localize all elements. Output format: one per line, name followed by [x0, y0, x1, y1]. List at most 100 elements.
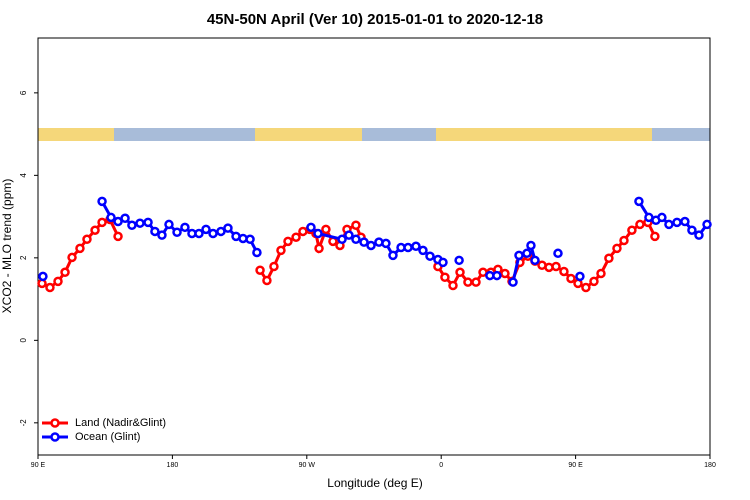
data-point: [581, 282, 591, 293]
data-point: [306, 222, 316, 233]
data-point: [508, 277, 518, 287]
data-point: [276, 245, 286, 256]
data-point: [604, 253, 614, 264]
legend: Land (Nadir&Glint) Ocean (Glint): [42, 417, 166, 443]
data-point: [75, 243, 85, 254]
data-point: [321, 224, 331, 235]
y-tick-label: 6: [19, 90, 28, 95]
data-point: [38, 271, 48, 282]
x-tick-label: 90 W: [299, 462, 316, 469]
data-point: [619, 235, 629, 246]
data-point: [500, 268, 510, 279]
y-axis-label: XCO2 - MLO trend (ppm): [0, 179, 14, 314]
data-point: [194, 228, 204, 239]
y-tick-label: -2: [19, 419, 28, 427]
y-tick-label: 0: [19, 338, 28, 343]
data-point: [559, 266, 569, 277]
data-point: [440, 272, 450, 282]
data-point: [208, 228, 218, 239]
data-point: [612, 243, 622, 254]
legend-label: Ocean (Glint): [75, 431, 140, 443]
y-tick-label: 2: [19, 255, 28, 260]
data-point: [120, 213, 130, 223]
data-point: [97, 217, 107, 228]
data-point: [269, 261, 279, 272]
data-point: [526, 240, 536, 251]
data-point: [201, 224, 211, 235]
data-point: [157, 230, 167, 240]
data-point: [351, 234, 361, 245]
legend-marker: [50, 418, 60, 428]
data-point: [255, 265, 265, 275]
x-axis-label: Longitude (deg E): [327, 476, 422, 490]
x-tick-label: 90 E: [568, 462, 583, 469]
data-point: [60, 267, 70, 278]
data-point: [262, 275, 272, 286]
data-point: [150, 226, 160, 237]
data-point: [627, 225, 637, 235]
data-point: [223, 223, 233, 233]
data-point: [135, 218, 145, 228]
data-point: [566, 273, 576, 284]
data-point: [492, 270, 502, 281]
data-point: [553, 248, 563, 259]
y-tick-label: 4: [19, 173, 28, 178]
data-point: [448, 280, 458, 291]
data-point: [143, 217, 153, 228]
data-point: [314, 243, 324, 254]
data-point: [313, 228, 323, 239]
x-tick-label: 0: [439, 462, 443, 469]
data-point: [67, 252, 77, 263]
data-point: [164, 219, 174, 230]
data-point: [575, 271, 585, 282]
data-point: [351, 220, 361, 231]
data-point: [687, 225, 697, 235]
data-point: [359, 237, 369, 247]
data-point: [180, 222, 190, 233]
data-point: [425, 251, 435, 261]
data-point: [702, 219, 712, 230]
data-point: [90, 225, 100, 235]
land-ocean-strip: [38, 128, 710, 141]
data-point: [522, 248, 532, 259]
data-point: [530, 255, 540, 266]
data-point: [106, 212, 116, 223]
data-point: [694, 230, 704, 240]
data-point: [463, 277, 473, 287]
data-point: [589, 276, 599, 287]
data-point: [82, 234, 92, 245]
data-point: [438, 257, 448, 268]
data-point: [113, 216, 123, 227]
legend-label: Land (Nadir&Glint): [75, 417, 166, 429]
data-point: [635, 219, 645, 230]
x-tick-label: 90 E: [31, 462, 46, 469]
data-point: [172, 227, 182, 238]
data-point: [680, 216, 690, 227]
data-point: [337, 234, 347, 245]
chart-title: 45N-50N April (Ver 10) 2015-01-01 to 202…: [207, 11, 543, 28]
data-point: [657, 212, 667, 223]
plot-frame: [37, 37, 711, 456]
x-tick-label: 180: [167, 462, 179, 469]
data-point: [454, 255, 464, 266]
data-point: [381, 238, 391, 249]
data-point: [45, 282, 55, 293]
data-point: [283, 236, 293, 247]
data-point: [245, 234, 255, 245]
data-point: [113, 231, 123, 242]
data-point: [551, 261, 561, 272]
data-point: [634, 196, 644, 207]
data-point: [344, 230, 354, 240]
data-point: [650, 231, 660, 242]
data-point: [403, 242, 413, 253]
data-point: [291, 232, 301, 242]
data-point: [455, 267, 465, 278]
data-point: [664, 219, 674, 230]
x-tick-label: 180: [704, 462, 716, 469]
data-point: [127, 220, 137, 231]
data-point: [514, 250, 524, 261]
data-point: [411, 241, 421, 252]
data-point: [97, 196, 107, 207]
data-point: [418, 245, 428, 256]
